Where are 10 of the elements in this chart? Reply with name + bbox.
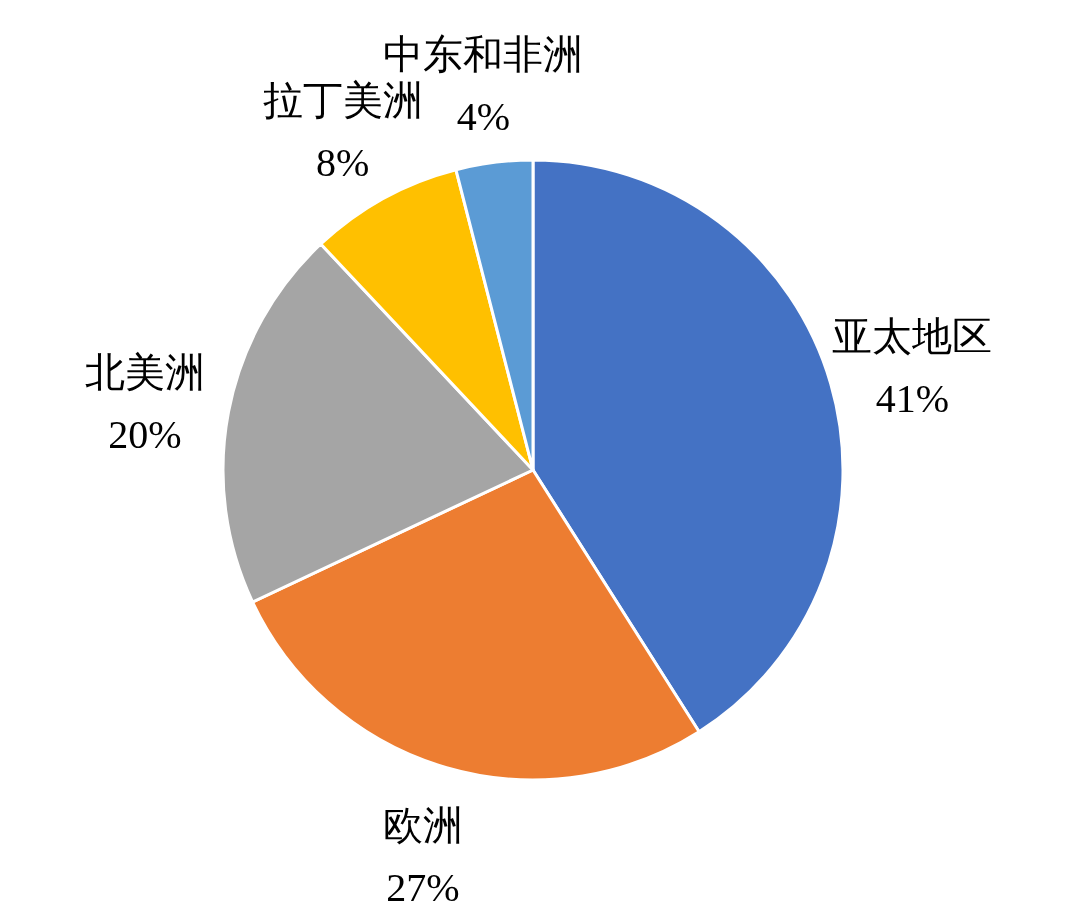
data-label: 27% bbox=[386, 865, 460, 911]
slice-label: 拉丁美洲 bbox=[262, 77, 423, 123]
slice-label: 北美洲 bbox=[85, 349, 205, 395]
data-label: 8% bbox=[316, 139, 370, 185]
data-label: 41% bbox=[875, 375, 949, 421]
slice-label: 亚太地区 bbox=[832, 313, 993, 359]
data-label: 4% bbox=[456, 94, 511, 140]
slice-label: 中东和非洲 bbox=[383, 32, 584, 78]
slice-label: 欧洲 bbox=[382, 803, 463, 849]
data-label: 20% bbox=[108, 411, 182, 457]
